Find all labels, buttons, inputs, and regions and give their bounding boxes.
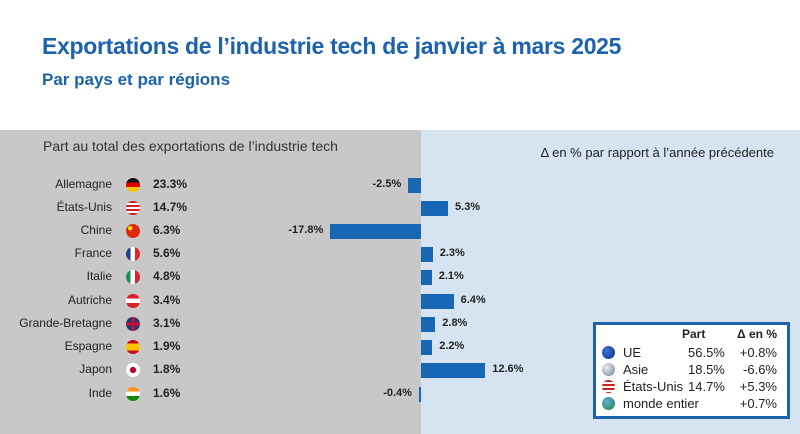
change-bar — [421, 270, 432, 285]
legend-delta: +0.7% — [739, 396, 777, 411]
legend-delta: +5.3% — [739, 379, 777, 394]
change-bar — [421, 247, 433, 262]
row-7: Espagne 1.9% 2.2% — [0, 337, 800, 357]
share-value: 1.8% — [153, 362, 181, 376]
share-value: 3.1% — [153, 316, 181, 330]
country-label: Japon — [79, 362, 112, 376]
change-label: -2.5% — [372, 178, 402, 190]
change-bar — [421, 317, 436, 332]
row-0: Allemagne 23.3% -2.5% — [0, 175, 800, 195]
legend: Part Δ en % UE 56.5% +0.8% Asie 18.5% -6… — [593, 322, 790, 419]
row-2: Chine 6.3% -17.8% — [0, 221, 800, 241]
legend-row: UE 56.5% +0.8% — [596, 345, 787, 362]
legend-name: États-Unis — [623, 379, 683, 394]
change-label: -17.8% — [288, 224, 324, 236]
row-1: États-Unis 14.7% 5.3% — [0, 198, 800, 218]
italy-flag-icon — [126, 270, 140, 284]
france-flag-icon — [126, 247, 140, 261]
share-panel — [0, 130, 421, 434]
row-8: Japon 1.8% 12.6% — [0, 360, 800, 380]
legend-name: UE — [623, 345, 642, 360]
country-label: États-Unis — [56, 200, 112, 214]
uk-flag-icon — [126, 317, 140, 331]
usa-flag-icon — [126, 201, 140, 215]
legend-part: 56.5% — [688, 345, 725, 360]
country-label: Allemagne — [55, 177, 112, 191]
change-bar — [421, 201, 449, 216]
share-value: 3.4% — [153, 293, 181, 307]
change-bar — [418, 387, 421, 402]
legend-delta: -6.6% — [743, 362, 777, 377]
share-value: 23.3% — [153, 177, 188, 191]
legend-header-delta: Δ en % — [737, 327, 777, 341]
legend-name: monde entier — [623, 396, 699, 411]
change-label: 2.3% — [439, 247, 465, 259]
eu-globe-icon — [602, 346, 615, 359]
legend-part: 14.7% — [688, 379, 725, 394]
legend-row: États-Unis 14.7% +5.3% — [596, 379, 787, 396]
change-header: Δ en % par rapport à l’année précédente — [540, 145, 774, 160]
country-label: France — [74, 246, 112, 260]
usa-flag-icon — [602, 380, 615, 393]
country-label: Espagne — [64, 339, 112, 353]
share-value: 1.9% — [153, 339, 181, 353]
austria-flag-icon — [126, 294, 140, 308]
legend-delta: +0.8% — [739, 345, 777, 360]
change-bar — [421, 340, 433, 355]
chart-subtitle: Par pays et par régions — [42, 70, 231, 89]
row-5: Autriche 3.4% 6.4% — [0, 291, 800, 311]
country-label: Autriche — [67, 293, 112, 307]
legend-row: monde entier +0.7% — [596, 396, 787, 413]
india-flag-icon — [126, 387, 140, 401]
country-label: Inde — [88, 386, 112, 400]
china-flag-icon — [126, 224, 140, 238]
legend-header-part: Part — [682, 327, 706, 341]
change-label: -0.4% — [383, 387, 412, 399]
share-value: 4.8% — [153, 269, 181, 283]
change-label: 2.8% — [442, 317, 468, 329]
asia-globe-icon — [602, 363, 615, 376]
change-label: 5.3% — [455, 201, 481, 213]
row-6: Grande-Bretagne 3.1% 2.8% — [0, 314, 800, 334]
change-bar — [408, 178, 421, 193]
share-value: 1.6% — [153, 386, 181, 400]
legend-row: Asie 18.5% -6.6% — [596, 362, 787, 379]
change-label: 12.6% — [492, 363, 524, 375]
change-label: 2.2% — [439, 340, 465, 352]
change-bar — [421, 294, 454, 309]
country-label: Chine — [80, 223, 112, 237]
share-value: 14.7% — [153, 200, 188, 214]
chart-title: Exportations de l’industrie tech de janv… — [42, 33, 622, 59]
legend-part: 18.5% — [688, 362, 725, 377]
country-label: Italie — [86, 269, 112, 283]
country-label: Grande-Bretagne — [19, 316, 112, 330]
share-header: Part au total des exportations de l’indu… — [43, 138, 338, 154]
world-globe-icon — [602, 397, 615, 410]
germany-flag-icon — [126, 178, 140, 192]
share-value: 5.6% — [153, 246, 181, 260]
row-4: Italie 4.8% 2.1% — [0, 267, 800, 287]
share-value: 6.3% — [153, 223, 181, 237]
change-bar — [330, 224, 421, 239]
change-bar — [421, 363, 486, 378]
row-9: Inde 1.6% -0.4% — [0, 384, 800, 404]
legend-name: Asie — [623, 362, 649, 377]
japan-flag-icon — [126, 363, 140, 377]
change-label: 6.4% — [460, 294, 486, 306]
row-3: France 5.6% 2.3% — [0, 244, 800, 264]
change-label: 2.1% — [438, 270, 464, 282]
spain-flag-icon — [126, 340, 140, 354]
